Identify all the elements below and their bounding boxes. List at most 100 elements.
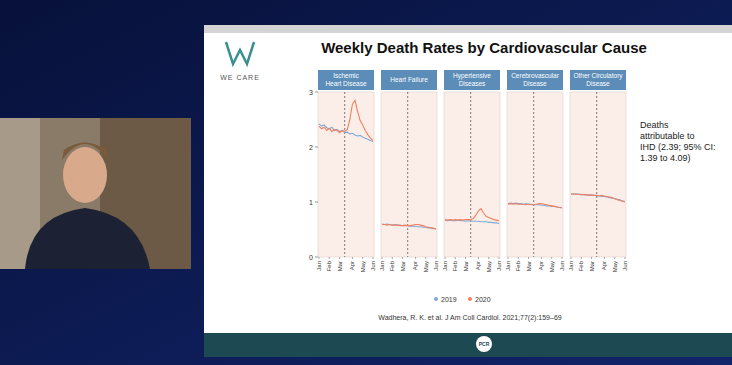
panel-title-line: Heart Disease — [325, 80, 367, 87]
series-line — [571, 194, 625, 202]
panel-title: Heart Failure — [390, 76, 428, 83]
x-tick-label: Mar — [400, 261, 406, 271]
x-tick — [551, 257, 552, 259]
annotation-line: 1.39 to 4.09) — [640, 153, 691, 163]
panel-title: Other CirculatoryDisease — [573, 72, 623, 87]
series-line — [445, 220, 499, 223]
x-tick — [415, 257, 416, 259]
panel-title-line: Disease — [523, 80, 547, 87]
x-tick — [488, 257, 489, 259]
x-tick — [382, 257, 383, 259]
x-tick — [528, 257, 529, 259]
panel-title-line: Diseases — [459, 80, 486, 87]
x-tick — [625, 257, 626, 259]
webcam-body — [25, 208, 150, 269]
x-tick — [571, 257, 572, 259]
y-tick-label: 2 — [309, 144, 313, 151]
x-tick-label: Jun — [496, 261, 502, 271]
x-tick-label: Jan — [442, 261, 448, 271]
x-tick-label: Jun — [370, 261, 376, 271]
y-tick — [315, 202, 318, 203]
x-tick-label: Feb — [578, 260, 584, 271]
x-tick-label: Feb — [515, 260, 521, 271]
panel: HypertensiveDiseasesJanFebMarAprMayJun — [442, 70, 502, 272]
panel: IschemicHeart Disease0123JanFebMarAprMay… — [309, 70, 376, 272]
x-tick — [425, 257, 426, 259]
series-line — [508, 203, 562, 207]
x-tick — [373, 257, 374, 259]
x-tick-label: Mar — [526, 261, 532, 271]
panel-title-line: Heart Failure — [390, 76, 428, 83]
plot-area — [381, 92, 437, 257]
x-tick-label: Jun — [622, 261, 628, 271]
citation: Wadhera, R. K. et al. J Am Coll Cardiol.… — [378, 314, 561, 322]
x-tick — [478, 257, 479, 259]
plot-area — [570, 92, 626, 257]
x-tick — [362, 257, 363, 259]
x-tick — [352, 257, 353, 259]
panel-title-line: Disease — [586, 80, 610, 87]
x-tick — [499, 257, 500, 259]
logo: WE CARE — [220, 42, 260, 81]
x-tick — [445, 257, 446, 259]
panel-header — [570, 70, 626, 90]
panel: Heart FailureJanFebMarAprMayJun — [379, 70, 439, 272]
x-tick-label: Apr — [538, 261, 544, 270]
x-tick — [518, 257, 519, 259]
x-tick — [455, 257, 456, 259]
x-tick — [541, 257, 542, 259]
y-tick-label: 0 — [309, 254, 313, 261]
x-tick — [562, 257, 563, 259]
x-tick — [465, 257, 466, 259]
series-line — [445, 209, 499, 221]
y-tick — [315, 147, 318, 148]
x-tick-label: Apr — [475, 261, 481, 270]
logo-mark — [226, 42, 254, 64]
logo-text: WE CARE — [220, 74, 260, 81]
x-tick-label: Jan — [379, 261, 385, 271]
x-tick-label: Jan — [505, 261, 511, 271]
legend-label: 2019 — [441, 296, 457, 303]
x-tick-label: Apr — [349, 261, 355, 270]
panel-header — [318, 70, 374, 90]
x-tick — [402, 257, 403, 259]
y-tick — [315, 257, 318, 258]
x-tick-label: Feb — [326, 260, 332, 271]
x-tick-label: May — [549, 261, 555, 272]
x-tick — [604, 257, 605, 259]
data-group — [382, 92, 436, 257]
annotation-line: Deaths — [640, 120, 669, 130]
series-line — [508, 204, 562, 208]
x-tick-label: Feb — [389, 260, 395, 271]
panel-title: IschemicHeart Disease — [325, 72, 367, 87]
data-group — [319, 92, 373, 257]
annotation-line: attributable to — [640, 131, 695, 141]
x-tick — [339, 257, 340, 259]
panel-title-line: Cerebrovascular — [511, 72, 560, 79]
slide-title: Weekly Death Rates by Cardiovascular Cau… — [321, 39, 647, 56]
x-tick-label: Apr — [412, 261, 418, 270]
annotation-line: IHD (2.39; 95% CI: — [640, 142, 716, 152]
x-tick-label: May — [612, 261, 618, 272]
reference-line — [596, 92, 597, 257]
series-line — [319, 124, 373, 142]
legend-swatch — [468, 297, 472, 301]
series-line — [382, 225, 436, 229]
x-tick — [436, 257, 437, 259]
legend-label: 2020 — [475, 296, 491, 303]
data-group — [508, 92, 562, 257]
y-tick — [315, 92, 318, 93]
x-tick-label: May — [486, 261, 492, 272]
slide-toolbar — [204, 25, 732, 33]
x-tick-label: Jun — [559, 261, 565, 271]
series-line — [382, 224, 436, 229]
x-tick-label: Mar — [589, 261, 595, 271]
x-tick-label: May — [360, 261, 366, 272]
footer-logo: PCR — [479, 341, 490, 347]
panel-header — [381, 70, 437, 90]
y-tick-label: 1 — [309, 199, 313, 206]
panel-title-line: Ischemic — [333, 72, 359, 79]
slide: WE CARE Weekly Death Rates by Cardiovascu… — [204, 25, 732, 357]
data-group — [445, 92, 499, 257]
reference-line — [533, 92, 534, 257]
